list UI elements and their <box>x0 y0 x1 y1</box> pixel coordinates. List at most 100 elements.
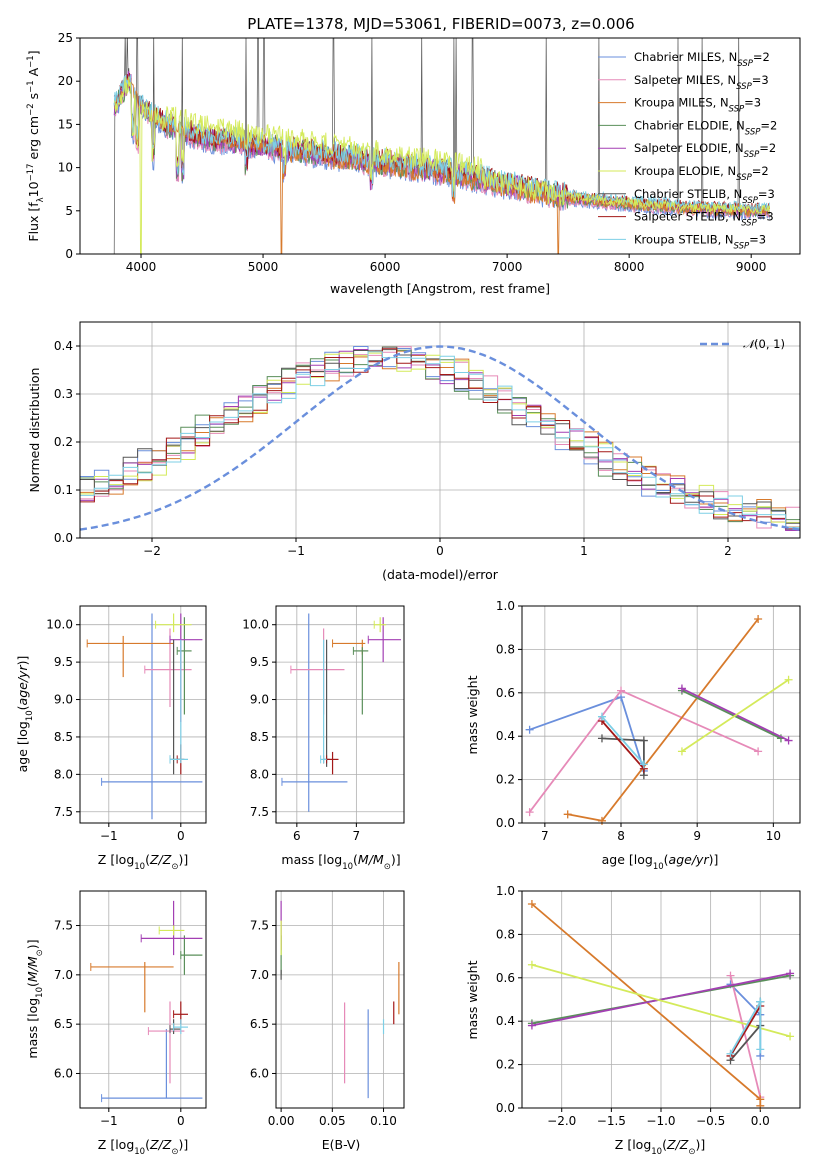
weight-vs-age-marker <box>525 725 534 734</box>
ageZ-ylabel: age [log10(age/yr)] <box>15 656 35 773</box>
weight-vs-Z-frame <box>521 890 801 1109</box>
legend-entry: Kroupa STELIB, NSSP=3 <box>634 232 766 251</box>
y-tick-label: 0.8 <box>496 642 515 656</box>
y-tick-label: 9.5 <box>54 655 73 669</box>
y-tick-label: 0.2 <box>54 435 73 449</box>
y-tick-label: 9.0 <box>250 693 269 707</box>
weight-vs-age-marker <box>639 736 648 745</box>
legend-entry: Chabrier MILES, NSSP=2 <box>634 50 770 69</box>
weight-vs-age-series-7 <box>601 720 645 770</box>
y-tick-label: 0.6 <box>496 686 515 700</box>
weight-vs-age-marker <box>677 747 686 756</box>
x-tick-label: 10 <box>766 829 781 843</box>
weight-vs-Z-marker <box>527 960 536 969</box>
resid-frame <box>79 321 801 539</box>
y-tick-label: 0.3 <box>54 387 73 401</box>
y-tick-label: 20 <box>58 74 73 88</box>
legend-entry: Chabrier ELODIE, NSSP=2 <box>634 118 777 137</box>
y-tick-label: 8.0 <box>54 767 73 781</box>
massZ-xlabel: Z [log10(Z/Z⊙)] <box>98 1137 188 1157</box>
weight-vs-age-series-5 <box>681 679 790 753</box>
x-tick-label: −1.0 <box>646 1114 675 1128</box>
x-tick-label: 0 <box>436 544 444 558</box>
x-tick-label: 7000 <box>492 260 523 274</box>
y-tick-label: 1.0 <box>496 599 515 613</box>
mass-vs-EBV-frame <box>275 890 405 1109</box>
legend-entry: Kroupa ELODIE, NSSP=2 <box>634 164 769 183</box>
age-vs-Z-frame <box>79 605 207 824</box>
x-tick-label: 8 <box>617 829 625 843</box>
figure-title: PLATE=1378, MJD=53061, FIBERID=0073, z=0… <box>247 15 634 33</box>
y-tick-label: 7.0 <box>54 968 73 982</box>
weight-vs-age-marker <box>597 734 606 743</box>
legend-entry: Salpeter ELODIE, NSSP=2 <box>634 141 776 160</box>
weight-vs-age-marker <box>617 686 626 695</box>
x-tick-label: −2.0 <box>547 1114 576 1128</box>
y-tick-label: 0.4 <box>496 729 515 743</box>
spectrum-ylabel: Flux [fλ10−17 erg cm−2 s−1 A−1] <box>26 50 46 241</box>
massEBV-xlabel: E(B-V) <box>322 1137 361 1152</box>
x-tick-label: 5000 <box>248 260 279 274</box>
weight-vs-age-marker <box>754 615 763 624</box>
weight-vs-age-axes: 7 8 9 10 0.0 0.2 0.4 0.6 0.8 1.0 <box>496 599 800 843</box>
weight-vs-age-series-3 <box>681 689 782 740</box>
x-tick-label: 6000 <box>370 260 401 274</box>
mass-vs-EBV-axes: 0.00 0.05 0.10 6.0 6.5 7.0 7.5 <box>250 891 404 1128</box>
weight-vs-Z-marker <box>527 1021 536 1030</box>
x-tick-label: 0.0 <box>751 1114 770 1128</box>
x-tick-label: 9 <box>693 829 701 843</box>
y-tick-label: 10.0 <box>46 618 73 632</box>
residual-ylabel: Normed distribution <box>27 368 42 493</box>
y-tick-label: 0.1 <box>54 483 73 497</box>
spectrum-axes: 4000 5000 6000 7000 8000 9000 0 5 10 15 20 25 <box>58 31 767 274</box>
normal-legend-label: 𝒩(0, 1) <box>743 337 785 351</box>
mass-vs-Z-frame <box>79 890 207 1109</box>
weight-vs-age-marker <box>525 808 534 817</box>
x-tick-label: 0.05 <box>319 1114 346 1128</box>
weight-vs-Z-marker <box>756 1045 765 1054</box>
y-tick-label: 1.0 <box>496 884 515 898</box>
weight-vs-Z-marker <box>527 900 536 909</box>
y-tick-label: 10 <box>58 161 73 175</box>
weight-vs-Z-series-4 <box>531 972 791 1027</box>
x-tick-label: −2 <box>143 544 161 558</box>
x-tick-label: 0.00 <box>268 1114 295 1128</box>
y-tick-label: 15 <box>58 117 73 131</box>
weight-vs-age-marker <box>639 760 648 769</box>
spectrum-series-5 <box>113 76 770 254</box>
y-tick-label: 0 <box>65 247 73 261</box>
mass-vs-Z-axes: −1 0 6.0 6.5 7.0 7.5 <box>54 891 206 1128</box>
weight-vs-Z-axes: −2.0 −1.5 −1.0 −0.5 0.0 0.0 0.2 0.4 0.6 0.8 1.0 <box>496 884 800 1128</box>
x-tick-label: 6 <box>293 829 301 843</box>
y-tick-label: 7.5 <box>54 805 73 819</box>
x-tick-label: 0 <box>177 829 185 843</box>
weight-vs-Z-marker <box>756 1101 765 1110</box>
x-tick-label: −1 <box>287 544 305 558</box>
y-tick-label: 0.0 <box>496 816 515 830</box>
ageMass-xlabel: mass [log10(M/M⊙)] <box>281 852 400 872</box>
weight-vs-age-marker <box>677 684 686 693</box>
x-tick-label: 0 <box>177 1114 185 1128</box>
y-tick-label: 0.2 <box>496 773 515 787</box>
y-tick-label: 0.0 <box>496 1101 515 1115</box>
weight-vs-age-series-4 <box>681 687 789 742</box>
wZ-ylabel: mass weight <box>465 960 480 1039</box>
weight-vs-age-marker <box>784 736 793 745</box>
weight-vs-age-marker <box>597 712 606 721</box>
y-tick-label: 0.6 <box>496 971 515 985</box>
y-tick-label: 7.0 <box>250 968 269 982</box>
y-tick-label: 0.2 <box>496 1058 515 1072</box>
legend-entry: Kroupa MILES, NSSP=3 <box>634 96 761 115</box>
legend-entry: Chabrier STELIB, NSSP=3 <box>634 187 775 206</box>
y-tick-label: 8.5 <box>54 730 73 744</box>
y-tick-label: 0.0 <box>54 531 73 545</box>
x-tick-label: −1 <box>100 829 118 843</box>
y-tick-label: 25 <box>58 31 73 45</box>
weight-vs-age-frame <box>521 605 801 824</box>
y-tick-label: 7.5 <box>250 919 269 933</box>
weight-vs-Z-series-1 <box>729 975 762 1098</box>
weight-vs-Z-marker <box>786 969 795 978</box>
weight-vs-Z-marker <box>756 997 765 1006</box>
residual-hist-7 <box>80 348 800 530</box>
